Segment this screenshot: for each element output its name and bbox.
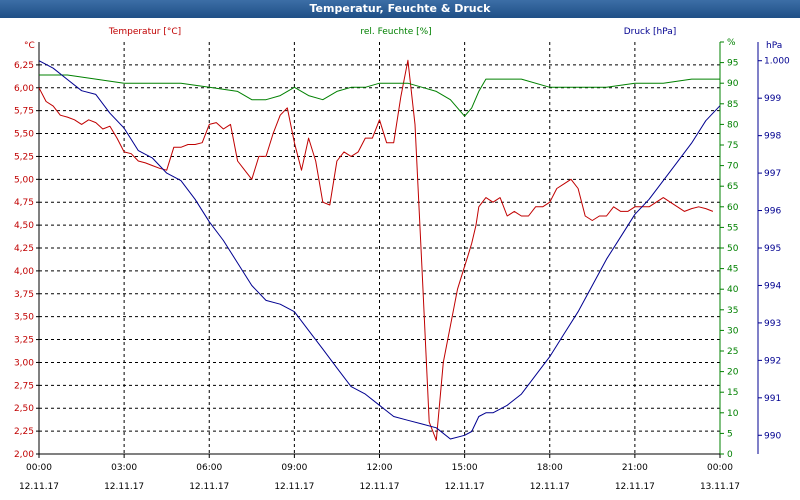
humidity-tick-label: 0 — [727, 450, 733, 460]
humidity-tick-label: 95 — [727, 59, 738, 69]
humidity-tick-label: 90 — [727, 79, 739, 89]
humidity-tick-label: 20 — [727, 368, 739, 378]
temperature-tick-label: 3,50 — [14, 313, 34, 323]
humidity-tick-label: 60 — [727, 203, 739, 213]
legend-humidity: rel. Feuchte [%] — [360, 27, 431, 37]
humidity-tick-label: 45 — [727, 265, 738, 275]
series-pressure — [38, 60, 721, 440]
x-tick-label-time: 15:00 — [452, 463, 478, 473]
humidity-tick-label: 10 — [727, 409, 739, 419]
pressure-tick-label: 994 — [764, 281, 781, 291]
pressure-tick-label: 992 — [764, 356, 781, 366]
x-tick-label-time: 12:00 — [367, 463, 393, 473]
x-tick-label-date: 13.11.17 — [700, 482, 740, 492]
temperature-tick-label: 4,25 — [14, 244, 34, 254]
x-tick-label-date: 12.11.17 — [274, 482, 314, 492]
x-tick-label-time: 06:00 — [196, 463, 222, 473]
x-tick-label-date: 12.11.17 — [19, 482, 59, 492]
temperature-tick-label: 4,75 — [14, 198, 34, 208]
pressure-tick-label: 996 — [764, 207, 781, 217]
temperature-tick-label: 2,00 — [14, 450, 34, 460]
temperature-tick-label: 2,50 — [14, 404, 34, 414]
humidity-tick-label: 65 — [727, 182, 738, 192]
pressure-tick-label: 999 — [764, 94, 781, 104]
pressure-tick-label: 991 — [764, 394, 781, 404]
series-temperature — [38, 59, 714, 441]
x-tick-label-time: 00:00 — [707, 463, 733, 473]
temperature-unit: °C — [24, 41, 35, 51]
window-title: Temperatur, Feuchte & Druck — [0, 0, 800, 18]
x-tick-label-date: 12.11.17 — [615, 482, 655, 492]
temperature-tick-label: 3,00 — [14, 358, 34, 368]
humidity-tick-label: 85 — [727, 100, 738, 110]
humidity-tick-label: 40 — [727, 285, 739, 295]
pressure-tick-label: 990 — [764, 431, 781, 441]
humidity-tick-label: 15 — [727, 388, 738, 398]
temperature-tick-label: 3,75 — [14, 290, 34, 300]
temperature-tick-label: 6,00 — [14, 84, 34, 94]
legend-temperature: Temperatur [°C] — [108, 27, 181, 37]
humidity-tick-label: 80 — [727, 120, 739, 130]
pressure-tick-label: 993 — [764, 319, 781, 329]
series-humidity — [39, 74, 720, 117]
x-tick-label-time: 03:00 — [111, 463, 137, 473]
humidity-tick-label: 25 — [727, 347, 738, 357]
pressure-tick-label: 1.000 — [764, 57, 790, 67]
axes — [36, 41, 762, 458]
chart: 00:00 12.11.17 03:00 12.11.17 06:00 12.11.17 0… — [14, 27, 790, 492]
humidity-tick-label: % — [727, 38, 736, 48]
temperature-tick-label: 2,25 — [14, 427, 34, 437]
pressure-tick-label: 995 — [764, 244, 781, 254]
temperature-tick-label: 6,25 — [14, 61, 34, 71]
x-tick-label-time: 21:00 — [622, 463, 648, 473]
temperature-tick-label: 2,75 — [14, 381, 34, 391]
x-tick-label-time: 09:00 — [281, 463, 307, 473]
humidity-tick-label: 75 — [727, 141, 738, 151]
legend-pressure: Druck [hPa] — [624, 27, 677, 37]
temperature-tick-label: 4,50 — [14, 221, 34, 231]
pressure-unit: hPa — [766, 41, 782, 51]
temperature-tick-label: 5,50 — [14, 130, 34, 140]
x-tick-label-date: 12.11.17 — [189, 482, 229, 492]
series-lines — [38, 59, 721, 441]
humidity-tick-label: 55 — [727, 223, 738, 233]
x-tick-label-date: 12.11.17 — [359, 482, 399, 492]
temperature-tick-label: 5,75 — [14, 107, 34, 117]
humidity-tick-label: 30 — [727, 326, 739, 336]
x-tick-label-time: 00:00 — [26, 463, 52, 473]
humidity-tick-label: 35 — [727, 306, 738, 316]
temperature-tick-label: 3,25 — [14, 336, 34, 346]
x-tick-label-date: 12.11.17 — [104, 482, 144, 492]
pressure-tick-label: 998 — [764, 132, 781, 142]
temperature-tick-label: 5,00 — [14, 175, 34, 185]
humidity-tick-label: 70 — [727, 162, 739, 172]
humidity-tick-label: 5 — [727, 429, 733, 439]
x-tick-label-date: 12.11.17 — [445, 482, 485, 492]
grid — [39, 42, 720, 454]
pressure-tick-label: 997 — [764, 169, 781, 179]
temperature-tick-label: 4,00 — [14, 267, 34, 277]
humidity-tick-label: 50 — [727, 244, 739, 254]
x-tick-label-date: 12.11.17 — [530, 482, 570, 492]
temperature-tick-label: 5,25 — [14, 152, 34, 162]
x-tick-label-time: 18:00 — [537, 463, 563, 473]
labels: 00:00 12.11.17 03:00 12.11.17 06:00 12.11.17 0… — [14, 38, 790, 492]
